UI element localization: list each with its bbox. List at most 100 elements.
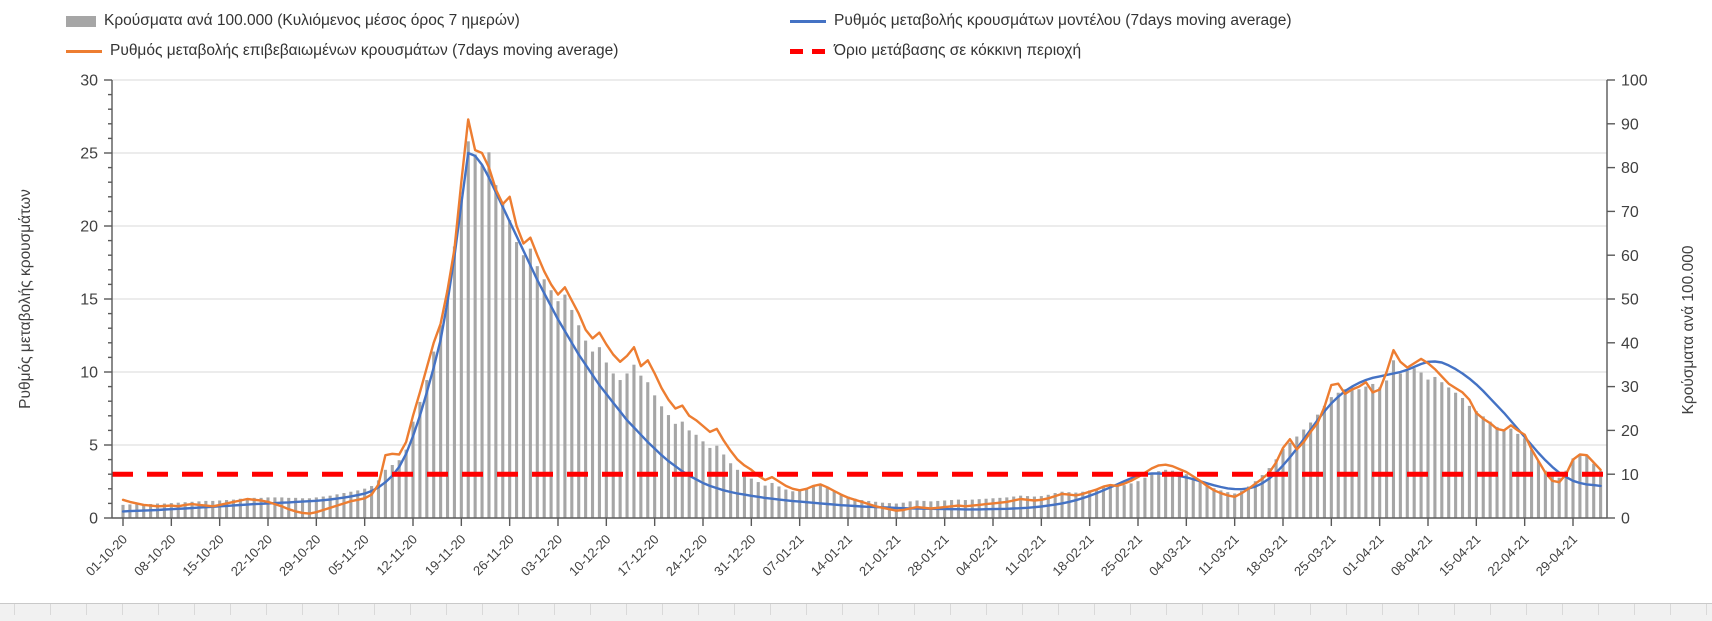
cases-bar: [1177, 472, 1181, 518]
cases-bar: [1357, 389, 1361, 518]
x-axis-tick-label: 10-12-20: [566, 532, 613, 579]
spreadsheet-column-edge: [1598, 604, 1599, 615]
x-axis-tick-label: 21-01-21: [856, 532, 903, 579]
left-axis-tick-label: 0: [89, 511, 98, 528]
left-axis-tick-label: 15: [80, 292, 98, 309]
cases-bar: [1350, 387, 1354, 518]
right-axis-tick-label: 0: [1621, 511, 1630, 528]
cases-bar: [874, 501, 878, 518]
cases-bar: [673, 423, 677, 518]
cases-bar: [846, 496, 850, 518]
spreadsheet-column-edge: [1382, 604, 1383, 615]
cases-bar: [1488, 421, 1492, 518]
cases-bar: [1329, 397, 1333, 518]
spreadsheet-column-edge: [1058, 604, 1059, 615]
spreadsheet-column-edge: [626, 604, 627, 615]
cases-bar: [694, 434, 698, 518]
cases-bar: [805, 489, 809, 518]
spreadsheet-column-edge: [482, 604, 483, 615]
right-axis-tick-label: 60: [1621, 248, 1639, 265]
cases-bar: [411, 421, 415, 518]
x-axis-tick-label: 29-10-20: [276, 532, 323, 579]
spreadsheet-column-edge: [410, 604, 411, 615]
cases-bar: [383, 469, 387, 518]
cases-bar: [1157, 471, 1161, 518]
cases-bar: [1012, 496, 1016, 518]
cases-bar: [1426, 379, 1430, 518]
right-axis-tick-label: 30: [1621, 379, 1639, 396]
spreadsheet-column-edge: [1022, 604, 1023, 615]
cases-bar: [660, 406, 664, 518]
cases-bar: [542, 279, 546, 518]
spreadsheet-column-edge: [1490, 604, 1491, 615]
spreadsheet-column-edge: [806, 604, 807, 615]
left-axis-title: Ρυθμός μεταβολής κρουσμάτων: [17, 189, 34, 409]
x-axis-tick-label: 22-04-21: [1484, 532, 1531, 579]
cases-bar: [521, 255, 526, 518]
line-swatch-icon: [66, 49, 102, 53]
cases-bar: [1067, 492, 1071, 518]
cases-bar: [1378, 387, 1382, 518]
cases-bar: [1481, 416, 1485, 518]
cases-bar: [1315, 414, 1320, 518]
spreadsheet-column-edge: [878, 604, 879, 615]
x-axis-tick-label: 18-03-21: [1243, 532, 1290, 579]
cases-bar: [1115, 486, 1119, 518]
cases-bar: [577, 325, 581, 518]
cases-bar: [197, 501, 201, 518]
cases-bar: [1074, 492, 1078, 518]
cases-bar: [397, 460, 401, 518]
cases-bar: [646, 382, 650, 518]
legend-label: Ρυθμός μεταβολής κρουσμάτων μοντέλου (7d…: [834, 12, 1292, 29]
spreadsheet-column-edge: [1346, 604, 1347, 615]
spreadsheet-column-edge: [662, 604, 663, 615]
spreadsheet-column-edge: [194, 604, 195, 615]
cases-bar: [211, 500, 215, 518]
cases-bar: [1592, 463, 1596, 518]
cases-bar: [183, 502, 187, 518]
legend-label: Κρούσματα ανά 100.000 (Κυλιόμενος μέσος …: [104, 12, 520, 29]
right-axis-title: Κρούσματα ανά 100.000: [1680, 245, 1697, 414]
cases-bar: [1219, 490, 1223, 518]
cases-bar: [1543, 470, 1547, 518]
cases-bar: [252, 497, 256, 518]
x-axis-tick-label: 22-10-20: [228, 532, 275, 579]
cases-bar: [887, 503, 891, 518]
spreadsheet-column-edge: [1454, 604, 1455, 615]
x-axis-tick-label: 04-03-21: [1146, 532, 1193, 579]
cases-bar: [715, 445, 719, 518]
spreadsheet-column-edge: [554, 604, 555, 615]
cases-bar: [1564, 470, 1568, 518]
right-axis-tick-label: 50: [1621, 292, 1639, 309]
cases-bar: [225, 500, 229, 518]
left-axis-tick-label: 25: [80, 146, 98, 163]
cases-bar: [1550, 475, 1554, 518]
cases-bar: [266, 497, 270, 518]
cases-bar: [777, 486, 781, 518]
model-line: [121, 151, 1602, 513]
cases-bar: [860, 500, 864, 518]
x-axis-tick-label: 15-04-21: [1436, 532, 1483, 579]
cases-bar: [1385, 380, 1389, 518]
cases-bar: [1412, 368, 1416, 518]
cases-bar: [666, 415, 671, 518]
cases-bar: [1240, 490, 1244, 518]
spreadsheet-column-edge: [1166, 604, 1167, 615]
cases-bar: [611, 373, 615, 518]
cases-bar: [722, 454, 726, 518]
spreadsheet-column-edge: [1274, 604, 1275, 615]
legend-label: Ρυθμός μεταβολής επιβεβαιωμένων κρουσμάτ…: [110, 42, 619, 59]
cases-bar: [818, 484, 822, 518]
cases-bar: [342, 493, 346, 518]
legend-label: Όριο μετάβασης σε κόκκινη περιοχή: [834, 42, 1082, 59]
cases-bar: [1164, 469, 1168, 518]
cases-bar: [742, 474, 746, 518]
cases-bar: [625, 373, 629, 518]
spreadsheet-column-edge: [986, 604, 987, 615]
cases-bar: [218, 500, 222, 518]
spreadsheet-column-edge: [230, 604, 231, 615]
cases-bar: [1364, 386, 1368, 518]
cases-bar: [549, 290, 553, 518]
cases-bar: [176, 502, 180, 518]
